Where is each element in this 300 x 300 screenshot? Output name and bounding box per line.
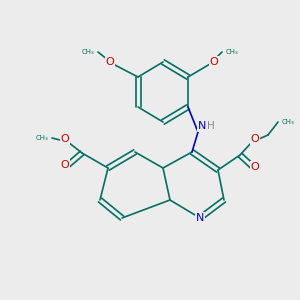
Text: CH₃: CH₃ bbox=[282, 119, 295, 125]
Text: CH₃: CH₃ bbox=[81, 49, 94, 55]
Text: CH₃: CH₃ bbox=[226, 49, 239, 55]
Text: O: O bbox=[250, 162, 260, 172]
Text: O: O bbox=[106, 57, 114, 67]
Text: O: O bbox=[61, 160, 69, 170]
Text: O: O bbox=[250, 134, 260, 144]
Text: N: N bbox=[198, 121, 206, 131]
Text: N: N bbox=[196, 213, 204, 223]
Text: O: O bbox=[210, 57, 218, 67]
Text: H: H bbox=[207, 121, 215, 131]
Text: CH₃: CH₃ bbox=[35, 135, 48, 141]
Text: O: O bbox=[61, 134, 69, 144]
